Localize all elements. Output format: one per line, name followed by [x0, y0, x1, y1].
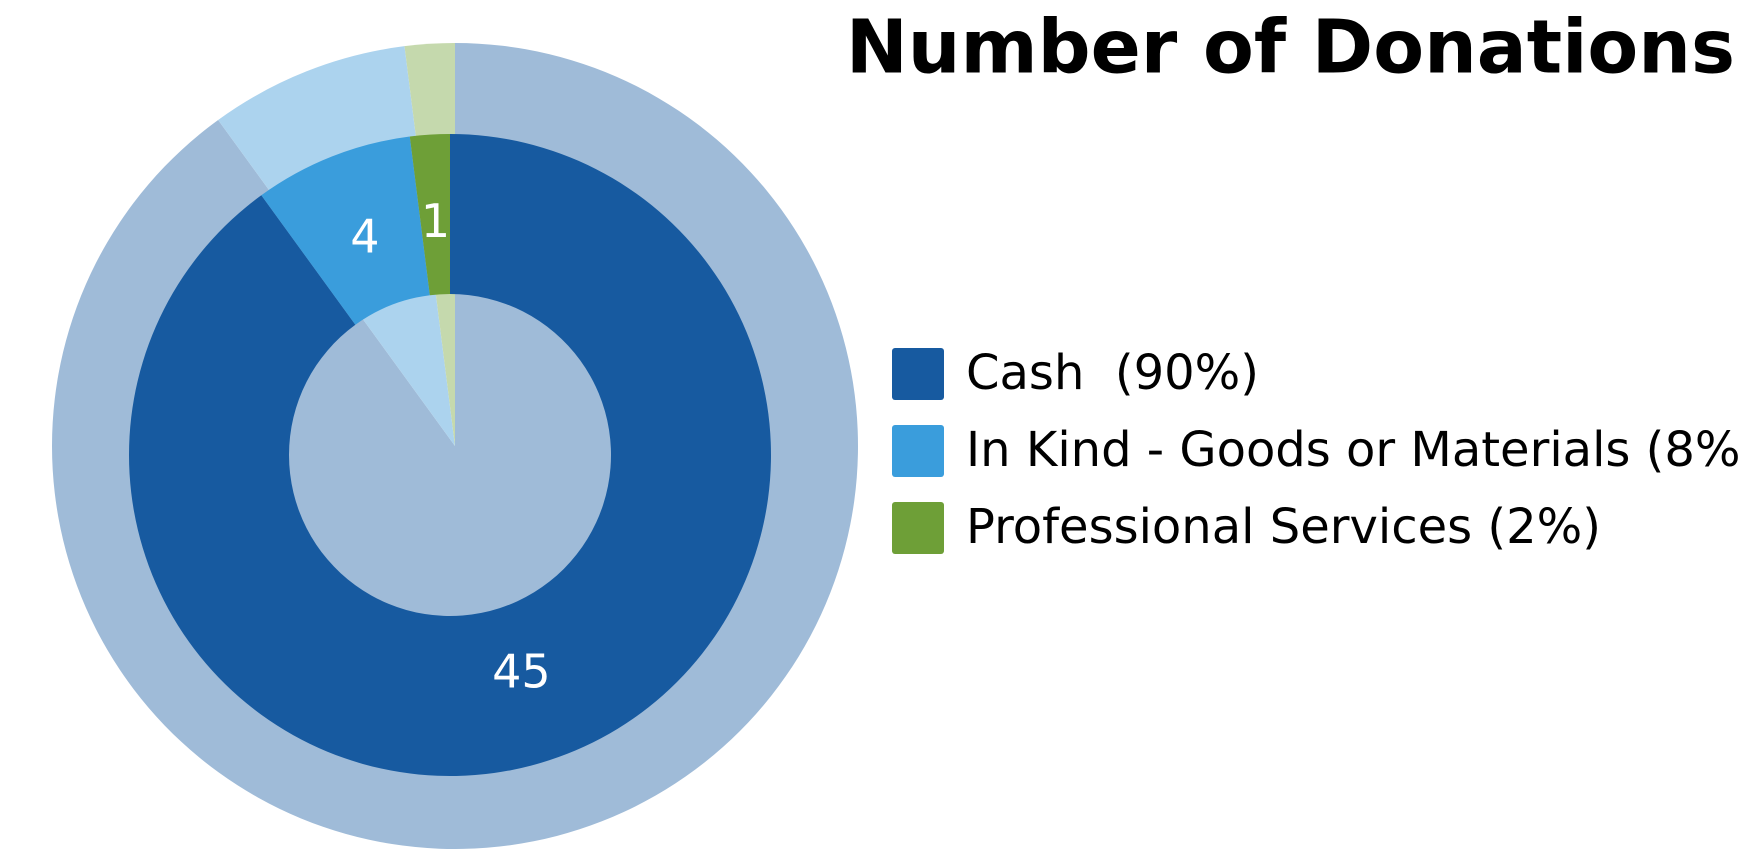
legend-label: Professional Services (2%): [966, 499, 1601, 555]
chart-title: Number of Donations: [846, 5, 1735, 91]
legend-swatch: [892, 502, 944, 554]
data-label: 45: [492, 644, 551, 698]
donut-slice: [409, 134, 450, 296]
data-label: 1: [421, 194, 450, 248]
legend-swatch: [892, 348, 944, 400]
legend-label: In Kind - Goods or Materials (8%): [966, 422, 1741, 478]
data-label: 4: [350, 210, 379, 264]
legend-label: Cash (90%): [966, 345, 1259, 401]
donut-slice: [128, 134, 772, 776]
donut-slice: [261, 136, 430, 325]
legend-swatch: [892, 425, 944, 477]
